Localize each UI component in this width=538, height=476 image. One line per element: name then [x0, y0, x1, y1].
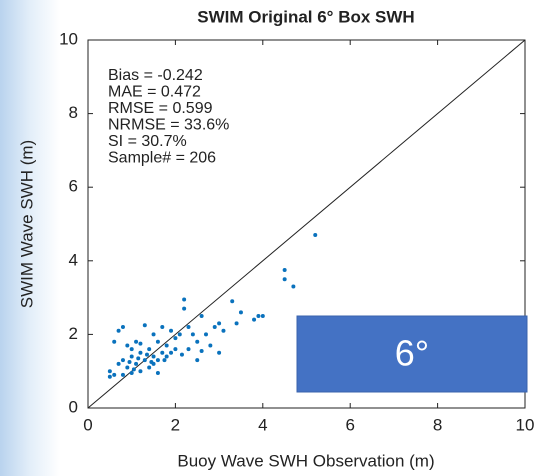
data-point — [186, 325, 191, 330]
data-point — [138, 369, 143, 374]
one-to-one-line — [87, 39, 526, 409]
data-point — [182, 297, 187, 302]
data-point — [136, 356, 141, 361]
data-point — [112, 339, 117, 344]
data-point — [155, 371, 160, 376]
data-point — [169, 350, 174, 355]
data-point — [134, 339, 139, 344]
stat-annotation: RMSE = 0.599 — [108, 100, 213, 117]
y-tick-label: 2 — [69, 324, 78, 343]
data-point — [107, 374, 112, 379]
y-tick-label: 10 — [59, 29, 78, 48]
data-point — [120, 358, 125, 363]
stat-annotation: Bias = -0.242 — [108, 67, 203, 84]
data-point — [199, 348, 204, 353]
data-point — [238, 310, 243, 315]
data-point — [120, 372, 125, 377]
data-point — [217, 350, 222, 355]
label-box-text: 6° — [395, 333, 429, 374]
x-tick-label: 4 — [258, 415, 267, 434]
data-point — [142, 323, 147, 328]
data-point — [147, 347, 152, 352]
data-point — [203, 332, 208, 337]
data-point — [173, 347, 178, 352]
data-point — [160, 325, 165, 330]
data-point — [162, 358, 167, 363]
data-point — [256, 314, 261, 318]
data-point — [129, 371, 134, 376]
data-point — [129, 354, 134, 359]
data-point — [112, 372, 117, 377]
data-point — [199, 314, 204, 318]
y-tick-label: 6 — [69, 177, 78, 196]
data-point — [282, 268, 287, 272]
data-point — [138, 350, 143, 355]
y-tick-label: 4 — [69, 250, 78, 269]
stat-annotation: SI = 30.7% — [108, 133, 187, 150]
data-point — [252, 317, 257, 322]
x-tick-label: 2 — [171, 415, 180, 434]
y-tick-label: 8 — [69, 103, 78, 122]
data-point — [151, 332, 156, 337]
stat-annotation: Sample# = 206 — [108, 150, 216, 167]
data-point — [155, 358, 160, 363]
data-point — [234, 321, 239, 326]
x-tick-label: 10 — [516, 415, 535, 434]
x-tick-label: 8 — [433, 415, 442, 434]
data-point — [134, 361, 139, 366]
data-point — [138, 341, 143, 346]
data-point — [195, 358, 200, 363]
data-point — [155, 339, 160, 344]
data-point — [179, 352, 184, 357]
data-point — [190, 332, 195, 337]
data-point — [282, 277, 287, 282]
data-point — [127, 360, 132, 364]
stat-annotation: NRMSE = 33.6% — [108, 117, 229, 134]
data-point — [129, 347, 134, 352]
data-point — [107, 369, 112, 374]
x-tick-label: 6 — [345, 415, 354, 434]
data-point — [173, 336, 178, 341]
data-point — [116, 361, 121, 366]
data-point — [144, 352, 149, 357]
chart-title: SWIM Original 6° Box SWH — [197, 7, 414, 26]
data-point — [116, 328, 121, 333]
data-point — [147, 365, 152, 370]
data-point — [230, 299, 235, 304]
data-point — [182, 306, 187, 311]
data-point — [164, 343, 169, 348]
label-box — [296, 315, 528, 393]
data-point — [151, 354, 156, 359]
data-point — [142, 358, 147, 363]
y-axis-label: SWIM Wave SWH (m) — [17, 140, 36, 308]
data-point — [125, 365, 130, 370]
data-point — [149, 360, 154, 364]
data-point — [260, 314, 265, 318]
x-axis-label: Buoy Wave SWH Observation (m) — [177, 451, 434, 470]
data-point — [313, 233, 318, 238]
data-point — [164, 354, 169, 359]
data-point — [212, 325, 217, 330]
y-tick-label: 0 — [69, 397, 78, 416]
data-point — [217, 321, 222, 326]
stat-annotation: MAE = 0.472 — [108, 84, 201, 101]
data-point — [131, 367, 136, 372]
data-point — [125, 343, 130, 348]
data-point — [177, 332, 182, 337]
data-point — [208, 343, 213, 348]
data-point — [120, 325, 125, 330]
data-point — [221, 328, 226, 333]
data-point — [291, 284, 296, 289]
data-point — [195, 339, 200, 344]
data-point — [186, 347, 191, 352]
data-point — [160, 350, 165, 355]
data-point — [169, 328, 174, 333]
x-tick-label: 0 — [83, 415, 92, 434]
